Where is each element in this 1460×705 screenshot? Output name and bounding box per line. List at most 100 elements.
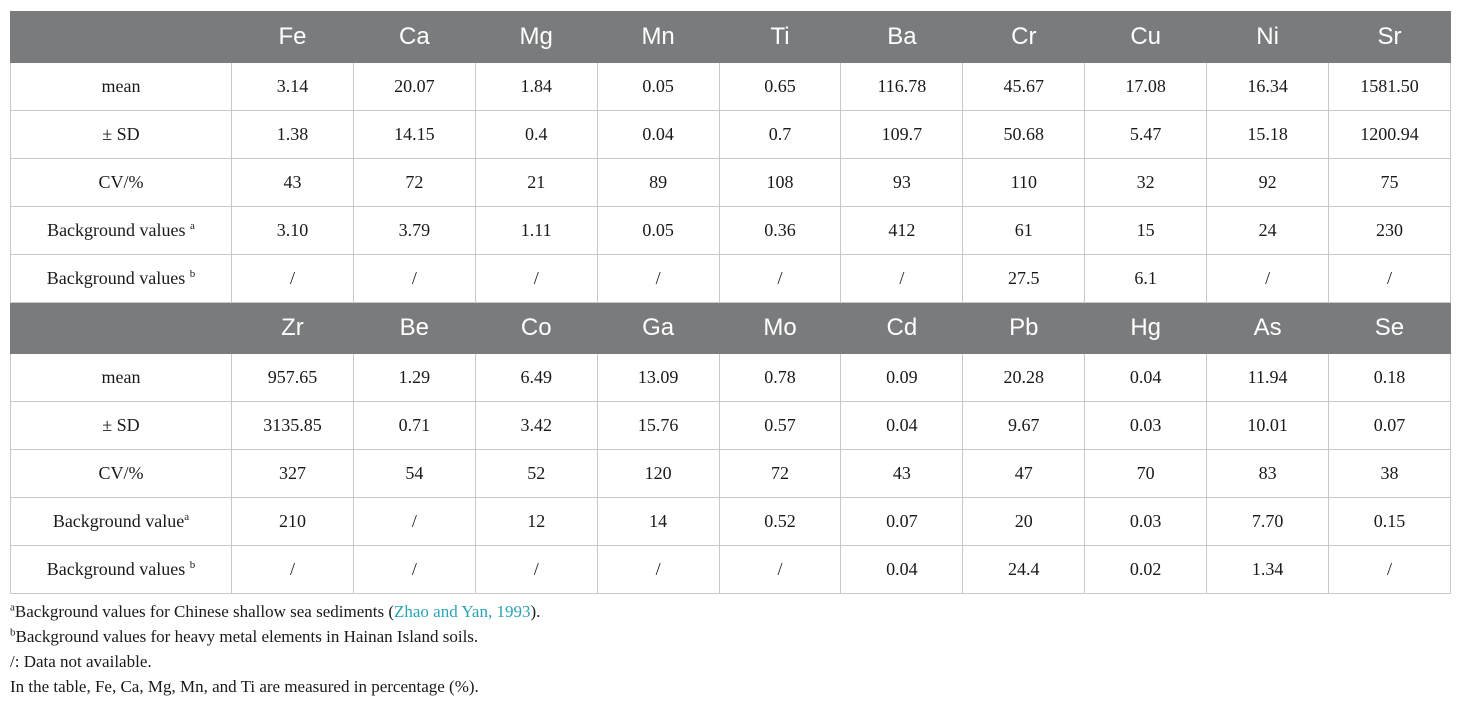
footnote-a: aBackground values for Chinese shallow s… (10, 599, 1450, 624)
data-table-container: Fe Ca Mg Mn Ti Ba Cr Cu Ni Sr mean 3.14 20.07 1.84 0.0… (10, 11, 1451, 594)
table-cell: 89 (596, 158, 720, 207)
table-cell: 0.03 (1084, 497, 1208, 546)
table-row: Background values b / / / //0.04 24.4 0.02 1.34… (10, 545, 1451, 594)
row-label-superscript: b (189, 559, 196, 571)
table-cell: 17.08 (1084, 62, 1208, 111)
table-cell: 38 (1328, 449, 1451, 498)
table-cell: 72 (352, 158, 476, 207)
row-label: Background values (46, 268, 190, 288)
table-cell: 13.09 (596, 353, 720, 402)
row-label-cell: Background values a (10, 206, 232, 255)
table-cell: 27.5 (962, 254, 1086, 303)
row-label: CV/% (98, 172, 144, 192)
table-cell: 92 (1206, 158, 1330, 207)
column-header: Cu (1084, 11, 1208, 63)
row-label: mean (101, 76, 141, 96)
row-label-superscript: a (190, 220, 195, 232)
table-body: Fe Ca Mg Mn Ti Ba Cr Cu Ni Sr mean 3.14 20.07 1.84 0.0… (10, 11, 1451, 594)
column-header: Hg (1084, 302, 1208, 354)
column-header: Sr (1328, 11, 1451, 63)
table-cell: 24 (1206, 206, 1330, 255)
row-label-cell: CV/% (10, 158, 232, 207)
table-row: CV/% 327 54 52 120 72 43 47 70 83 38 (10, 449, 1451, 498)
table-cell: 0.05 (596, 62, 720, 111)
header-row: Zr Be Co Ga Mo Cd Pb Hg As Se (10, 302, 1451, 354)
table-cell: / (1328, 254, 1451, 303)
table-cell: 15.18 (1206, 110, 1330, 159)
column-header: Ga (596, 302, 720, 354)
table-cell: 75 (1328, 158, 1451, 207)
row-label-cell: mean (10, 353, 232, 402)
table-cell: 20 (962, 497, 1086, 546)
table-row: CV/% 43 72 21 89 108 93 110 32 92 75 (10, 158, 1451, 207)
row-label-cell: CV/% (10, 449, 232, 498)
table-cell: 0.52 (718, 497, 842, 546)
footnote-b-marker: b (10, 626, 16, 639)
table-cell: 0.18 (1328, 353, 1451, 402)
table-cell: 1.29 (352, 353, 476, 402)
column-header: As (1206, 302, 1330, 354)
table-cell: 3.14 (231, 62, 354, 111)
row-label: ± SD (102, 124, 140, 144)
header-row: Fe Ca Mg Mn Ti Ba Cr Cu Ni Sr (10, 11, 1451, 63)
row-label: CV/% (98, 463, 144, 483)
table-cell: 7.70 (1206, 497, 1330, 546)
column-header: Mg (474, 11, 598, 63)
table-cell: / (596, 254, 720, 303)
table-cell: 0.09 (840, 353, 964, 402)
table-cell: / (474, 254, 598, 303)
table-cell: 0.04 (1084, 353, 1208, 402)
header-corner-cell (10, 302, 232, 354)
footnote-a-end: ). (530, 602, 541, 621)
row-label-cell: Background valuea (10, 497, 232, 546)
table-row: mean 3.14 20.07 1.84 0.05 0.65 116.78 45.67 17.0… (10, 62, 1451, 111)
table-cell: 412 (840, 206, 964, 255)
table-cell: / (352, 254, 476, 303)
table-row: Background values b / / / / //27.5 6.1// (10, 254, 1451, 303)
column-header: Se (1328, 302, 1451, 354)
column-header: Ti (718, 11, 842, 63)
table-footnotes: aBackground values for Chinese shallow s… (10, 599, 1450, 699)
table-cell: 0.07 (1328, 401, 1451, 450)
table-cell: 16.34 (1206, 62, 1330, 111)
table-cell: 108 (718, 158, 842, 207)
table-cell: 0.57 (718, 401, 842, 450)
table-cell: 93 (840, 158, 964, 207)
table-cell: 54 (352, 449, 476, 498)
column-header: Ca (352, 11, 476, 63)
table-cell: 20.28 (962, 353, 1086, 402)
citation-link[interactable]: Zhao and Yan, 1993 (394, 602, 531, 621)
table-cell: 9.67 (962, 401, 1086, 450)
footnote-units: In the table, Fe, Ca, Mg, Mn, and Ti are… (10, 677, 479, 696)
table-cell: 43 (840, 449, 964, 498)
row-label: Background values (47, 220, 191, 240)
table-cell: 45.67 (962, 62, 1086, 111)
table-cell: 0.07 (840, 497, 964, 546)
table-cell: 43 (231, 158, 354, 207)
row-label: mean (101, 367, 141, 387)
table-cell: 957.65 (231, 353, 354, 402)
table-cell: / (231, 545, 354, 594)
table-cell: 230 (1328, 206, 1451, 255)
header-corner-cell (10, 11, 232, 63)
table-row: mean 957.65 1.29 6.49 13.09 0.78 0.09 20.28 0.04… (10, 353, 1451, 402)
table-cell: 116.78 (840, 62, 964, 111)
table-cell: 1200.94 (1328, 110, 1451, 159)
table-cell: / (596, 545, 720, 594)
table-cell: 83 (1206, 449, 1330, 498)
row-label-cell: mean (10, 62, 232, 111)
table-cell: 12 (474, 497, 598, 546)
table-cell: 0.71 (352, 401, 476, 450)
table-cell: 15.76 (596, 401, 720, 450)
table-cell: 14 (596, 497, 720, 546)
table-cell: 0.7 (718, 110, 842, 159)
table-cell: 1581.50 (1328, 62, 1451, 111)
footnote-b: bBackground values for heavy metal eleme… (10, 624, 1450, 649)
table-cell: 0.78 (718, 353, 842, 402)
table-cell: 3.10 (231, 206, 354, 255)
column-header: Mn (596, 11, 720, 63)
table-cell: 6.49 (474, 353, 598, 402)
footnote-a-text: Background values for Chinese shallow se… (14, 602, 394, 621)
table-cell: / (718, 545, 842, 594)
table-cell: 32 (1084, 158, 1208, 207)
